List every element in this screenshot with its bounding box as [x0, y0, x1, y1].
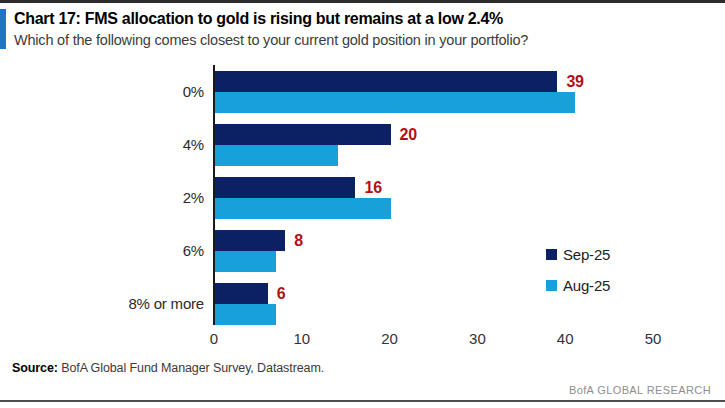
x-axis-tick-label: 20: [370, 330, 410, 347]
data-label: 6: [277, 283, 286, 304]
bar-sep-25: [215, 283, 268, 304]
x-axis-tick-label: 30: [457, 330, 497, 347]
bar-chart-plot-area: 0% 39 4% 20 2% 16 6% 8 8% or more 6 0 10 20 30 40 50 Sep…: [0, 0, 725, 408]
bar-aug-25: [215, 198, 391, 219]
legend-label: Aug-25: [563, 277, 610, 294]
x-axis-tick-label: 0: [194, 330, 234, 347]
x-axis-tick-label: 50: [633, 330, 673, 347]
source-note: Source: BofA Global Fund Manager Survey,…: [12, 361, 324, 375]
bar-aug-25: [215, 304, 276, 325]
legend-label: Sep-25: [563, 246, 610, 263]
bar-aug-25: [215, 251, 276, 272]
category-label: 6%: [0, 240, 204, 262]
data-label: 8: [294, 230, 303, 251]
data-label: 20: [400, 124, 417, 145]
x-axis-tick-label: 40: [545, 330, 585, 347]
legend-swatch-sep-25: [546, 249, 557, 260]
bar-aug-25: [215, 92, 575, 113]
brand-text: BofA GLOBAL RESEARCH: [569, 384, 711, 396]
legend-item-aug-25: Aug-25: [546, 277, 610, 293]
source-text: BofA Global Fund Manager Survey, Datastr…: [58, 361, 324, 375]
bar-aug-25: [215, 145, 338, 166]
category-label: 4%: [0, 134, 204, 156]
legend-item-sep-25: Sep-25: [546, 246, 610, 262]
y-axis-line: [213, 65, 215, 325]
bar-sep-25: [215, 177, 355, 198]
bar-sep-25: [215, 71, 557, 92]
x-axis-tick-label: 10: [282, 330, 322, 347]
category-label: 0%: [0, 81, 204, 103]
legend-swatch-aug-25: [546, 280, 557, 291]
category-label: 8% or more: [0, 293, 204, 315]
source-label: Source:: [12, 361, 58, 375]
bar-sep-25: [215, 230, 285, 251]
category-label: 2%: [0, 187, 204, 209]
data-label: 16: [364, 177, 381, 198]
bar-sep-25: [215, 124, 391, 145]
data-label: 39: [566, 71, 583, 92]
chart-panel: Chart 17: FMS allocation to gold is risi…: [0, 0, 725, 408]
bottom-border: [0, 400, 725, 402]
